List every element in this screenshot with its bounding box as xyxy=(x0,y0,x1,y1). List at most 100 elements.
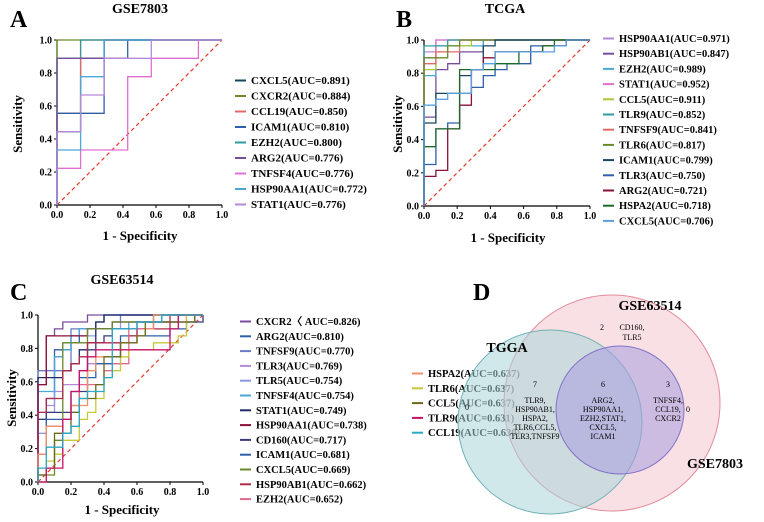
x-tick-label: 0.2 xyxy=(65,487,78,498)
legend-label-tlr6: TLR6(AUC=0.817) xyxy=(619,140,706,151)
legend-label-tlr9: TLR9(AUC=0.852) xyxy=(619,110,706,121)
legend-label-tlr3: TLR3(AUC=0.769) xyxy=(256,361,343,372)
x-tick-label: 0.8 xyxy=(183,210,196,221)
roc-curve-ccl19 xyxy=(37,314,203,482)
legend-label-icam1: ICAM1(AUC=0.810) xyxy=(251,122,350,134)
y-tick-label: 1.0 xyxy=(407,36,420,47)
x-tick-label: 0.2 xyxy=(451,211,464,222)
x-tick-label: 0.0 xyxy=(32,487,45,498)
venn-gene-gse63514-only-1: TLR5 xyxy=(622,333,641,342)
x-tick-label: 1.0 xyxy=(216,210,229,221)
legend-label-cxcl5: CXCL5(AUC=0.669) xyxy=(256,465,351,476)
roc-curve-stat1 xyxy=(56,39,222,205)
x-tick-label: 0.2 xyxy=(84,210,97,221)
legend-label-hsp90ab1: HSP90AB1(AUC=0.847) xyxy=(619,49,730,60)
panel-b-title: TCGA xyxy=(485,2,526,17)
x-tick-label: 0.8 xyxy=(551,211,564,222)
roc-chart-tcga: 0.0 0.2 0.4 0.6 0.8 1.0 0.0 0.2 0.4 0.6 0.8 1.0 HSP9… xyxy=(407,34,731,227)
venn-count-tcga-gse63514: 7 xyxy=(533,380,537,389)
venn-gene-gse63514-only-0: CD160, xyxy=(619,323,644,332)
y-tick-label: 0.0 xyxy=(40,201,53,212)
x-tick-label: 1.0 xyxy=(584,211,597,222)
legend-label-icam1: ICAM1(AUC=0.681) xyxy=(256,450,350,461)
y-tick-label: 0.6 xyxy=(21,377,34,388)
legend-label-stat1: STAT1(AUC=0.776) xyxy=(251,199,346,211)
panel-c-xlabel: 1 - Specificity xyxy=(84,502,160,517)
venn-gene-all-three-1: HSP90AA1, xyxy=(583,405,623,414)
legend-label-cxcr2: CXCR2(AUC=0.884) xyxy=(251,91,351,103)
x-tick-label: 0.8 xyxy=(164,487,177,498)
panel-letter-a: A xyxy=(10,7,28,33)
roc-curve-hsp90ab1 xyxy=(37,314,203,482)
roc-chart-gse63514: 0.0 0.2 0.4 0.6 0.8 1.0 0.0 0.2 0.4 0.6 0.8 1.0 CXCR… xyxy=(21,311,521,506)
y-tick-label: 0.2 xyxy=(21,444,34,455)
venn-diagram: TGGA GSE63514 GSE7803 0 7 TLR9, HSP90AB1… xyxy=(457,294,743,515)
venn-count-all-three: 6 xyxy=(601,380,605,389)
venn-count-tcga-only: 0 xyxy=(465,403,469,412)
venn-region-labels: 0 7 TLR9, HSP90AB1, HSPA2, TLR6,CCL5, TL… xyxy=(465,323,690,441)
venn-gene-tcga-gse63514-4: TLR3,TNFSF9 xyxy=(510,432,559,441)
x-tick-label: 0.0 xyxy=(418,211,431,222)
x-tick-label: 0.6 xyxy=(131,487,144,498)
legend-label-hsp90ab1: HSP90AB1(AUC=0.662) xyxy=(256,480,367,491)
legend-label-tnfsf4: TNFSF4(AUC=0.776) xyxy=(251,168,354,180)
y-tick-label: 1.0 xyxy=(21,311,34,322)
legend-label-stat1: STAT1(AUC=0.749) xyxy=(256,406,347,417)
legend-label-ccl5: CCL5(AUC=0.911) xyxy=(619,95,706,106)
legend-label-tnfsf9: TNFSF9(AUC=0.841) xyxy=(619,125,717,136)
panel-b-xlabel: 1 - Specificity xyxy=(470,230,546,245)
panel-c-ylabel: Sensitivity xyxy=(4,369,19,427)
legend-label-arg2: ARG2(AUC=0.721) xyxy=(619,186,707,197)
venn-gene-all-three-2: EZH2,STAT1, xyxy=(580,414,626,423)
y-tick-label: 0.2 xyxy=(40,168,53,179)
legend-label-tnfsf9: TNFSF9(AUC=0.770) xyxy=(256,347,354,358)
venn-count-gse63514-only: 2 xyxy=(600,323,604,332)
legend-label-ezh2: EZH2(AUC=0.800) xyxy=(251,137,342,149)
reference-diagonal xyxy=(56,39,223,206)
legend-label-hspa2: HSPA2(AUC=0.718) xyxy=(619,201,711,212)
panel-c-title: GSE63514 xyxy=(90,273,153,288)
y-tick-label: 0.8 xyxy=(407,69,420,80)
venn-gene-gse63514-gse7803-0: TNFSF4, xyxy=(653,396,683,405)
panel-b-ylabel: Sensitivity xyxy=(390,95,405,153)
legend-label-arg2: ARG2(AUC=0.810) xyxy=(256,332,344,343)
y-tick-label: 0.6 xyxy=(407,102,420,113)
legend-label-hsp90aa1: HSP90AA1(AUC=0.971) xyxy=(619,34,730,45)
y-tick-label: 0.4 xyxy=(40,135,53,146)
venn-gene-tcga-gse63514-1: HSP90AB1, xyxy=(515,405,555,414)
venn-gene-all-three-3: CXCL5, xyxy=(589,423,616,432)
legend-label-stat1: STAT1(AUC=0.952) xyxy=(619,80,710,91)
legend-label-icam1: ICAM1(AUC=0.799) xyxy=(619,156,713,167)
panel-a-title: GSE7803 xyxy=(112,2,168,17)
legend-label-tlr3: TLR3(AUC=0.750) xyxy=(619,171,706,182)
venn-gene-tcga-gse63514-3: TLR6,CCL5, xyxy=(514,423,557,432)
legend-label-hsp90aa1: HSP90AA1(AUC=0.772) xyxy=(251,184,367,196)
roc-chart-gse7803: 0.0 0.2 0.4 0.6 0.8 1.0 0.0 0.2 0.4 0.6 0.8 1.0 CXCL… xyxy=(40,36,368,222)
legend-label-ccl19: CCL19(AUC=0.850) xyxy=(251,106,348,118)
venn-label-gse63514: GSE63514 xyxy=(618,299,681,314)
legend-label-ezh2: EZH2(AUC=0.652) xyxy=(256,495,343,506)
roc-curve-tlr9 xyxy=(38,314,203,483)
venn-circle-gse7803 xyxy=(555,345,685,475)
legend-label-cd160: CD160(AUC=0.717) xyxy=(256,435,347,446)
y-tick-label: 0.2 xyxy=(407,168,420,179)
y-tick-label: 0.0 xyxy=(21,478,34,489)
x-tick-label: 0.6 xyxy=(150,210,163,221)
legend-label-cxcl5: CXCL5(AUC=0.706) xyxy=(619,216,714,227)
venn-gene-tcga-gse63514-2: HSPA2, xyxy=(522,414,548,423)
venn-label-tcga: TGGA xyxy=(486,341,528,356)
x-tick-label: 0.0 xyxy=(51,210,64,221)
y-tick-label: 0.6 xyxy=(40,102,53,113)
legend-label-tnfsf4: TNFSF4(AUC=0.754) xyxy=(256,391,354,402)
x-tick-label: 0.4 xyxy=(98,487,111,498)
panel-letter-b: B xyxy=(396,7,412,33)
x-tick-label: 1.0 xyxy=(197,487,210,498)
y-tick-label: 0.8 xyxy=(21,344,34,355)
legend-label-cxcl5: CXCL5(AUC=0.891) xyxy=(251,75,350,87)
y-tick-label: 0.8 xyxy=(40,69,53,80)
panel-a-xlabel: 1 - Specificity xyxy=(102,228,178,243)
venn-gene-tcga-gse63514-0: TLR9, xyxy=(524,396,545,405)
x-tick-label: 0.4 xyxy=(484,211,497,222)
roc-curve-tnfsf4 xyxy=(56,39,222,205)
